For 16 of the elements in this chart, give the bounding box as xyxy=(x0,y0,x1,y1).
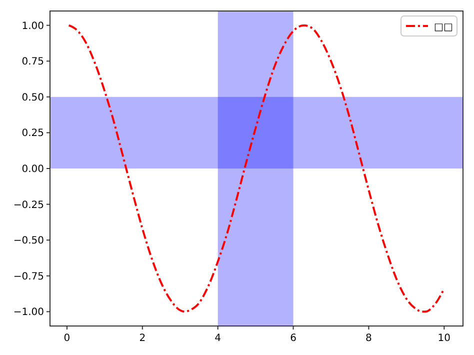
y-tick-label: −0.25 xyxy=(13,200,44,211)
y-tick-label: 1.00 xyxy=(22,20,44,32)
y-tick-label: 0.50 xyxy=(22,92,44,104)
x-tick-label: 4 xyxy=(214,333,222,344)
legend-label: □□ xyxy=(434,22,453,33)
x-tick-label: 8 xyxy=(366,333,372,344)
x-tick-label: 6 xyxy=(290,333,296,344)
y-tick-label: −0.50 xyxy=(13,236,44,247)
x-tick-label: 2 xyxy=(139,333,146,344)
x-tick-label: 10 xyxy=(438,333,451,344)
y-tick-label: 0.00 xyxy=(22,164,44,175)
y-tick-label: −0.75 xyxy=(13,271,44,282)
x-tick-label: 0 xyxy=(64,333,70,344)
y-tick-label: −1.00 xyxy=(13,307,44,318)
y-tick-label: 0.25 xyxy=(22,128,44,140)
y-tick-label: 0.75 xyxy=(22,56,44,68)
